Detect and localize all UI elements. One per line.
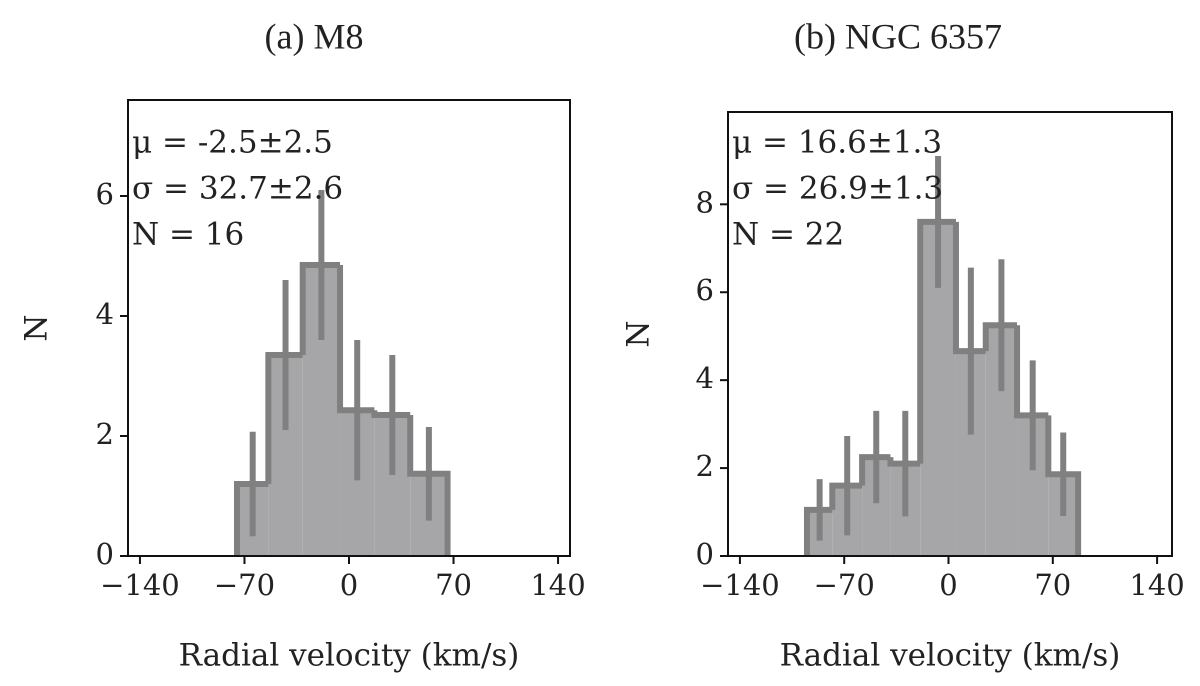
histogram-step <box>1014 325 1049 419</box>
axes-frame <box>727 111 1173 557</box>
histogram-step <box>982 322 1018 352</box>
x-tick-label: 140 <box>1129 568 1184 602</box>
histogram-step <box>803 506 833 556</box>
y-tick-label: 6 <box>696 273 714 307</box>
y-tick-label: 4 <box>96 297 114 331</box>
annotation: μ = -2.5±2.5 <box>132 125 333 161</box>
histogram-step <box>234 481 269 556</box>
annotation: σ = 32.7±2.6 <box>132 171 343 207</box>
x-axis-label: Radial velocity (km/s) <box>179 638 520 674</box>
annotation: σ = 26.9±1.3 <box>732 171 943 207</box>
y-tick-label: 8 <box>696 185 714 219</box>
y-axis-label: N <box>19 314 55 341</box>
y-tick-label: 6 <box>96 177 114 211</box>
panel-title: (b) NGC 6357 <box>794 16 1002 56</box>
histogram-step <box>299 262 341 355</box>
x-axis-label: Radial velocity (km/s) <box>780 638 1121 674</box>
histogram-step <box>952 221 986 355</box>
histogram-step <box>407 415 451 556</box>
histogram-step <box>887 457 921 467</box>
x-tick-label: −70 <box>214 568 275 602</box>
histogram-step <box>371 410 411 418</box>
y-tick-label: 0 <box>696 537 714 571</box>
y-tick-label: 4 <box>696 361 714 395</box>
x-tick-label: −140 <box>100 568 180 602</box>
histogram-step <box>917 218 956 464</box>
x-tick-label: 70 <box>1034 568 1071 602</box>
x-tick-label: 0 <box>340 568 358 602</box>
x-tick-label: −70 <box>814 568 875 602</box>
y-axis-label: N <box>621 320 657 347</box>
annotation: N = 16 <box>132 217 244 253</box>
panel-title: (a) M8 <box>265 16 364 56</box>
histogram-step <box>829 482 863 510</box>
histogram-step <box>1045 415 1082 556</box>
histogram-step <box>859 454 891 486</box>
histogram-step <box>337 265 375 414</box>
y-tick-label: 2 <box>96 417 114 451</box>
x-tick-label: 140 <box>530 568 585 602</box>
annotation: N = 22 <box>732 217 844 253</box>
y-tick-label: 2 <box>696 449 714 483</box>
histogram-step <box>265 352 303 484</box>
y-tick-label: 0 <box>96 537 114 571</box>
x-tick-label: 0 <box>939 568 957 602</box>
x-tick-label: 70 <box>435 568 472 602</box>
annotation: μ = 16.6±1.3 <box>732 125 942 161</box>
x-tick-label: −140 <box>700 568 780 602</box>
